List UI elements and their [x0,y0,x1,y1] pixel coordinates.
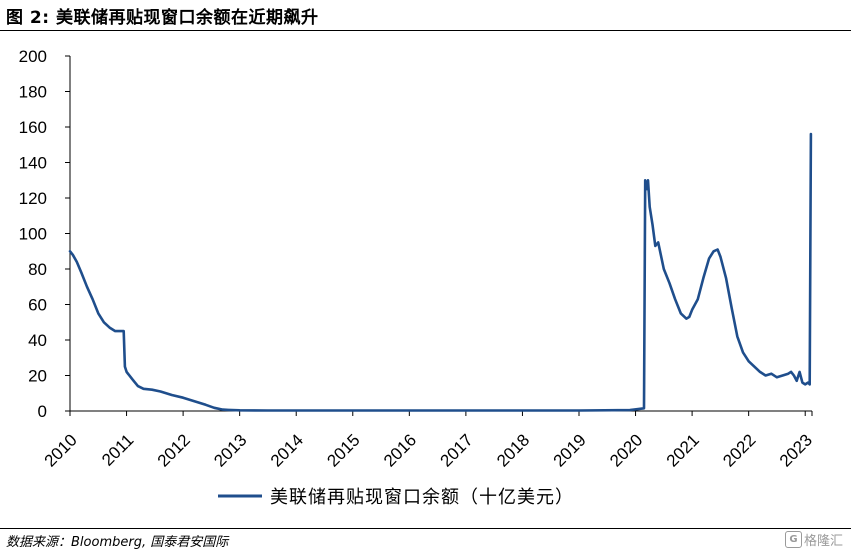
x-tick-label: 2010 [41,430,81,470]
source-note: 数据来源：Bloomberg, 国泰君安国际 [6,535,229,550]
y-tick-label: 100 [19,225,47,244]
y-tick-label: 40 [28,331,47,350]
watermark-text: 格隆汇 [803,534,843,549]
legend: 美联储再贴现窗口余额（十亿美元） [218,487,574,508]
x-tick-label: 2018 [493,430,533,470]
y-tick-label: 140 [19,154,47,173]
x-tick-label: 2014 [267,430,307,470]
x-axis: 2010 2011 2012 2013 2014 2015 2016 2017 2018 2019… [41,410,816,471]
y-tick-label: 60 [28,296,47,315]
y-axis: 0 20 40 60 80 100 120 140 160 180 200 [19,47,71,421]
x-tick-label: 2021 [663,430,703,470]
title-divider [0,30,851,31]
x-tick-label: 2013 [210,430,250,470]
x-tick-label: 2022 [719,430,759,470]
x-tick-label: 2020 [606,430,646,470]
source-divider [0,528,851,529]
y-tick-label: 120 [19,189,47,208]
x-tick-label: 2015 [323,430,363,470]
legend-label: 美联储再贴现窗口余额（十亿美元） [270,487,574,508]
y-tick-label: 200 [19,47,47,66]
figure-title: 图 2: 美联储再贴现窗口余额在近期飙升 [6,8,319,28]
watermark-logo-icon: G [784,531,802,548]
watermark: G 格隆汇 [784,530,843,549]
y-tick-label: 160 [19,118,47,137]
series-layer [68,132,813,412]
y-tick-label: 180 [19,83,47,102]
y-tick-label: 80 [28,260,47,279]
x-tick-label: 2016 [380,430,420,470]
x-tick-label: 2017 [437,430,477,470]
y-tick-label: 0 [38,402,47,421]
x-tick-label: 2012 [154,430,194,470]
series-line-0 [68,132,813,412]
x-tick-label: 2023 [776,430,816,470]
x-tick-label: 2011 [98,430,137,469]
line-chart: 0 20 40 60 80 100 120 140 160 180 200 2010 2011 2012… [19,47,816,508]
y-tick-label: 20 [28,367,47,386]
x-tick-label: 2019 [550,430,590,470]
